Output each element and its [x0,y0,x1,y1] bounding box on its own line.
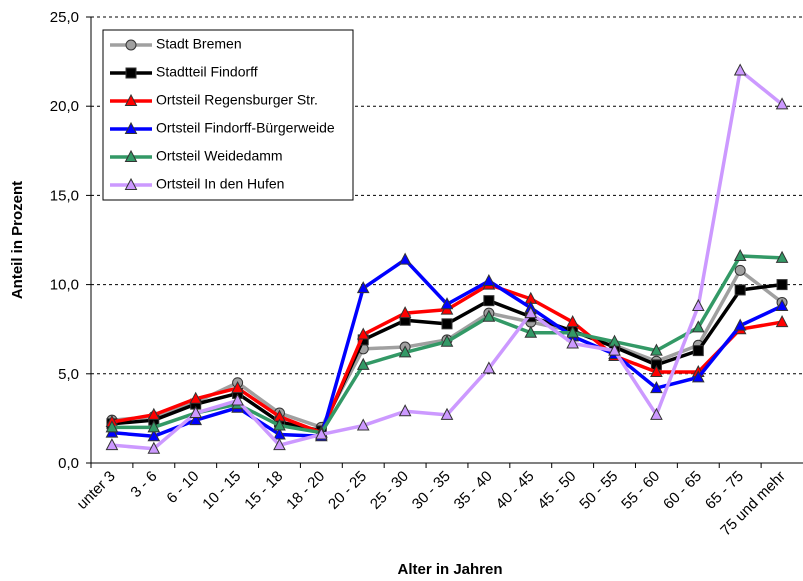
legend-box [102,29,354,201]
point [650,343,663,356]
x-tick-label: 15 - 18 [241,468,286,513]
point [775,298,789,312]
point [734,284,746,296]
x-tick-label: 35 - 40 [451,468,496,513]
legend-marker [124,121,138,134]
point [147,407,161,420]
point [734,264,746,276]
y-tick-label: 25,0 [50,9,79,26]
legend-label: Ortsteil Findorff-Bürgerweide [156,120,335,136]
point [733,248,747,262]
x-tick-label: 50 - 55 [576,468,621,513]
point [189,413,203,426]
point [398,345,412,358]
legend: Stadt Bremen Stadtteil Findorff Ortsteil R… [102,29,354,201]
point [440,297,454,310]
point [482,273,496,287]
legend-label: Stadt Bremen [156,36,242,52]
x-tick-label: 45 - 50 [534,468,579,513]
point [231,380,244,394]
y-tick-label: 0,0 [58,455,79,472]
point [482,309,496,322]
point [775,314,789,328]
x-axis-title: Alter in Jahren [397,561,502,578]
x-tick-label: 18 - 20 [283,468,328,513]
point [398,252,412,265]
point [524,306,538,319]
y-tick-label: 5,0 [58,366,79,383]
legend-marker [124,177,138,190]
legend-label: Ortsteil Regensburger Str. [156,92,318,108]
point [273,418,286,431]
point [356,327,370,340]
legend-label: Ortsteil Weidedamm [156,148,283,164]
point [483,295,495,307]
x-tick-label: unter 3 [74,468,119,513]
point [650,364,663,378]
point [692,345,704,357]
point [566,336,579,349]
point [776,279,788,291]
y-tick-label: 15,0 [50,187,79,204]
point [733,63,747,76]
x-tick-label: 40 - 45 [493,468,538,513]
point [398,404,412,417]
x-tick-label: 10 - 15 [199,468,244,513]
x-tick-label: 55 - 60 [618,468,663,513]
y-tick-label: 10,0 [50,277,79,294]
point [231,393,244,406]
point [440,334,454,347]
x-tick-label: 60 - 65 [660,468,705,513]
point [608,343,621,356]
legend-marker [124,93,138,106]
y-axis-title: Anteil in Prozent [9,181,26,299]
point [356,418,370,431]
point [147,420,161,433]
point [147,441,161,454]
point [691,320,705,333]
x-tick-label: 30 - 35 [409,468,454,513]
legend-marker [124,149,138,162]
x-tick-label: 3 - 6 [127,468,160,501]
point [524,325,538,338]
x-tick-label: 20 - 25 [325,468,370,513]
legend-label: Stadtteil Findorff [156,64,258,80]
point [733,318,747,331]
point [775,250,789,263]
point [315,427,328,440]
point [189,391,203,404]
point [691,370,705,383]
legend-label: Ortsteil In den Hufen [156,176,284,192]
legend-marker [125,67,137,79]
point [398,306,412,319]
y-tick-label: 20,0 [50,98,79,115]
point [105,420,119,433]
point [775,97,789,110]
legend-marker [125,39,137,51]
x-tick-label: 25 - 30 [367,468,412,513]
point [650,380,663,394]
point [691,298,705,312]
point [440,407,454,420]
point [650,407,663,420]
point [482,361,496,374]
x-tick-label: 6 - 10 [163,468,202,507]
point [189,405,203,419]
point [356,357,370,370]
point [441,318,453,330]
point [105,438,119,451]
point [273,438,286,451]
point [356,281,370,294]
point [147,429,161,442]
